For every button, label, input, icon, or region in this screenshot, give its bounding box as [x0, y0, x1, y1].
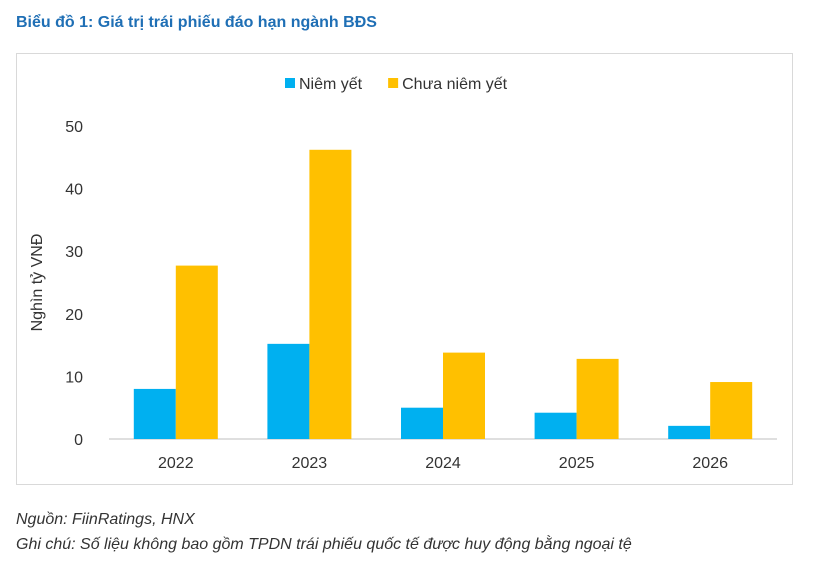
remark-note: Ghi chú: Số liệu không bao gồm TPDN trái…: [16, 536, 632, 553]
y-tick-label: 20: [65, 307, 83, 324]
bar-unlisted: [309, 149, 352, 439]
bar-listed: [133, 388, 176, 439]
chart-notes: Nguồn: FiinRatings, HNX Ghi chú: Số liệu…: [16, 507, 632, 557]
y-tick-label: 30: [65, 244, 83, 261]
y-tick-label: 10: [65, 369, 83, 386]
bar-unlisted: [576, 358, 619, 439]
y-tick-label: 40: [65, 182, 83, 199]
bar-unlisted: [175, 265, 218, 439]
y-tick-label: 0: [74, 432, 83, 449]
bar-listed: [267, 343, 310, 439]
x-tick-label: 2025: [559, 455, 595, 472]
x-tick-label: 2024: [425, 455, 461, 472]
bar-unlisted: [710, 382, 753, 439]
legend-label: Niêm yết: [299, 76, 363, 93]
legend-swatch: [388, 78, 399, 88]
y-tick-label: 50: [65, 119, 83, 136]
chart-frame: Niêm yết Chưa niêm yết 0 10 20 30 40 50 Nghìn tỷ…: [16, 53, 793, 485]
bar-unlisted: [443, 352, 485, 439]
x-tick-label: 2023: [292, 455, 328, 472]
bar-listed: [534, 412, 577, 439]
bar-listed: [401, 407, 443, 439]
legend-label: Chưa niêm yết: [402, 76, 508, 93]
source-note: Nguồn: FiinRatings, HNX: [16, 511, 195, 528]
y-axis-label: Nghìn tỷ VNĐ: [29, 234, 46, 332]
x-tick-label: 2022: [158, 455, 194, 472]
x-tick-label: 2026: [692, 455, 728, 472]
bar-listed: [668, 425, 711, 439]
legend-swatch: [285, 78, 295, 88]
chart-title: Biểu đồ 1: Giá trị trái phiếu đáo hạn ng…: [16, 14, 377, 31]
bar-chart: Niêm yết Chưa niêm yết 0 10 20 30 40 50 Nghìn tỷ…: [29, 76, 777, 472]
